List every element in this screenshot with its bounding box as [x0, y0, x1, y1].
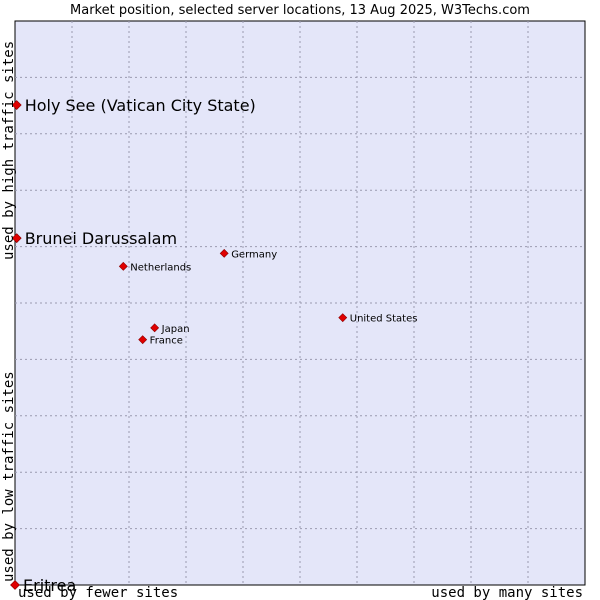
y-axis-label-top: used by high traffic sites	[1, 41, 17, 260]
data-point-france	[138, 335, 148, 345]
point-label-holy-see-vatican-city-state: Holy See (Vatican City State)	[25, 96, 256, 115]
y-axis-label-bottom: used by low traffic sites	[1, 371, 17, 582]
point-label-japan: Japan	[161, 324, 190, 335]
data-point-holy-see-vatican-city-state	[11, 100, 22, 110]
x-axis-label-left: used by fewer sites	[18, 585, 178, 600]
data-point-japan	[150, 323, 160, 333]
data-point-united-states	[338, 313, 348, 323]
data-point-eritrea	[10, 580, 20, 590]
data-point-netherlands	[118, 261, 128, 271]
point-label-eritrea: Eritrea	[23, 576, 76, 595]
x-axis-label-right: used by many sites	[431, 585, 583, 600]
point-label-netherlands: Netherlands	[130, 262, 191, 273]
data-point-germany	[219, 248, 229, 258]
point-label-united-states: United States	[350, 314, 418, 325]
chart-title: Market position, selected server locatio…	[70, 3, 530, 18]
point-label-brunei-darussalam: Brunei Darussalam	[25, 229, 177, 248]
data-point-brunei-darussalam	[11, 233, 22, 244]
data-points: Holy See (Vatican City State) Brunei Daru…	[10, 96, 418, 595]
point-label-france: France	[150, 336, 183, 347]
grid-lines	[15, 21, 585, 585]
point-label-germany: Germany	[231, 249, 277, 260]
